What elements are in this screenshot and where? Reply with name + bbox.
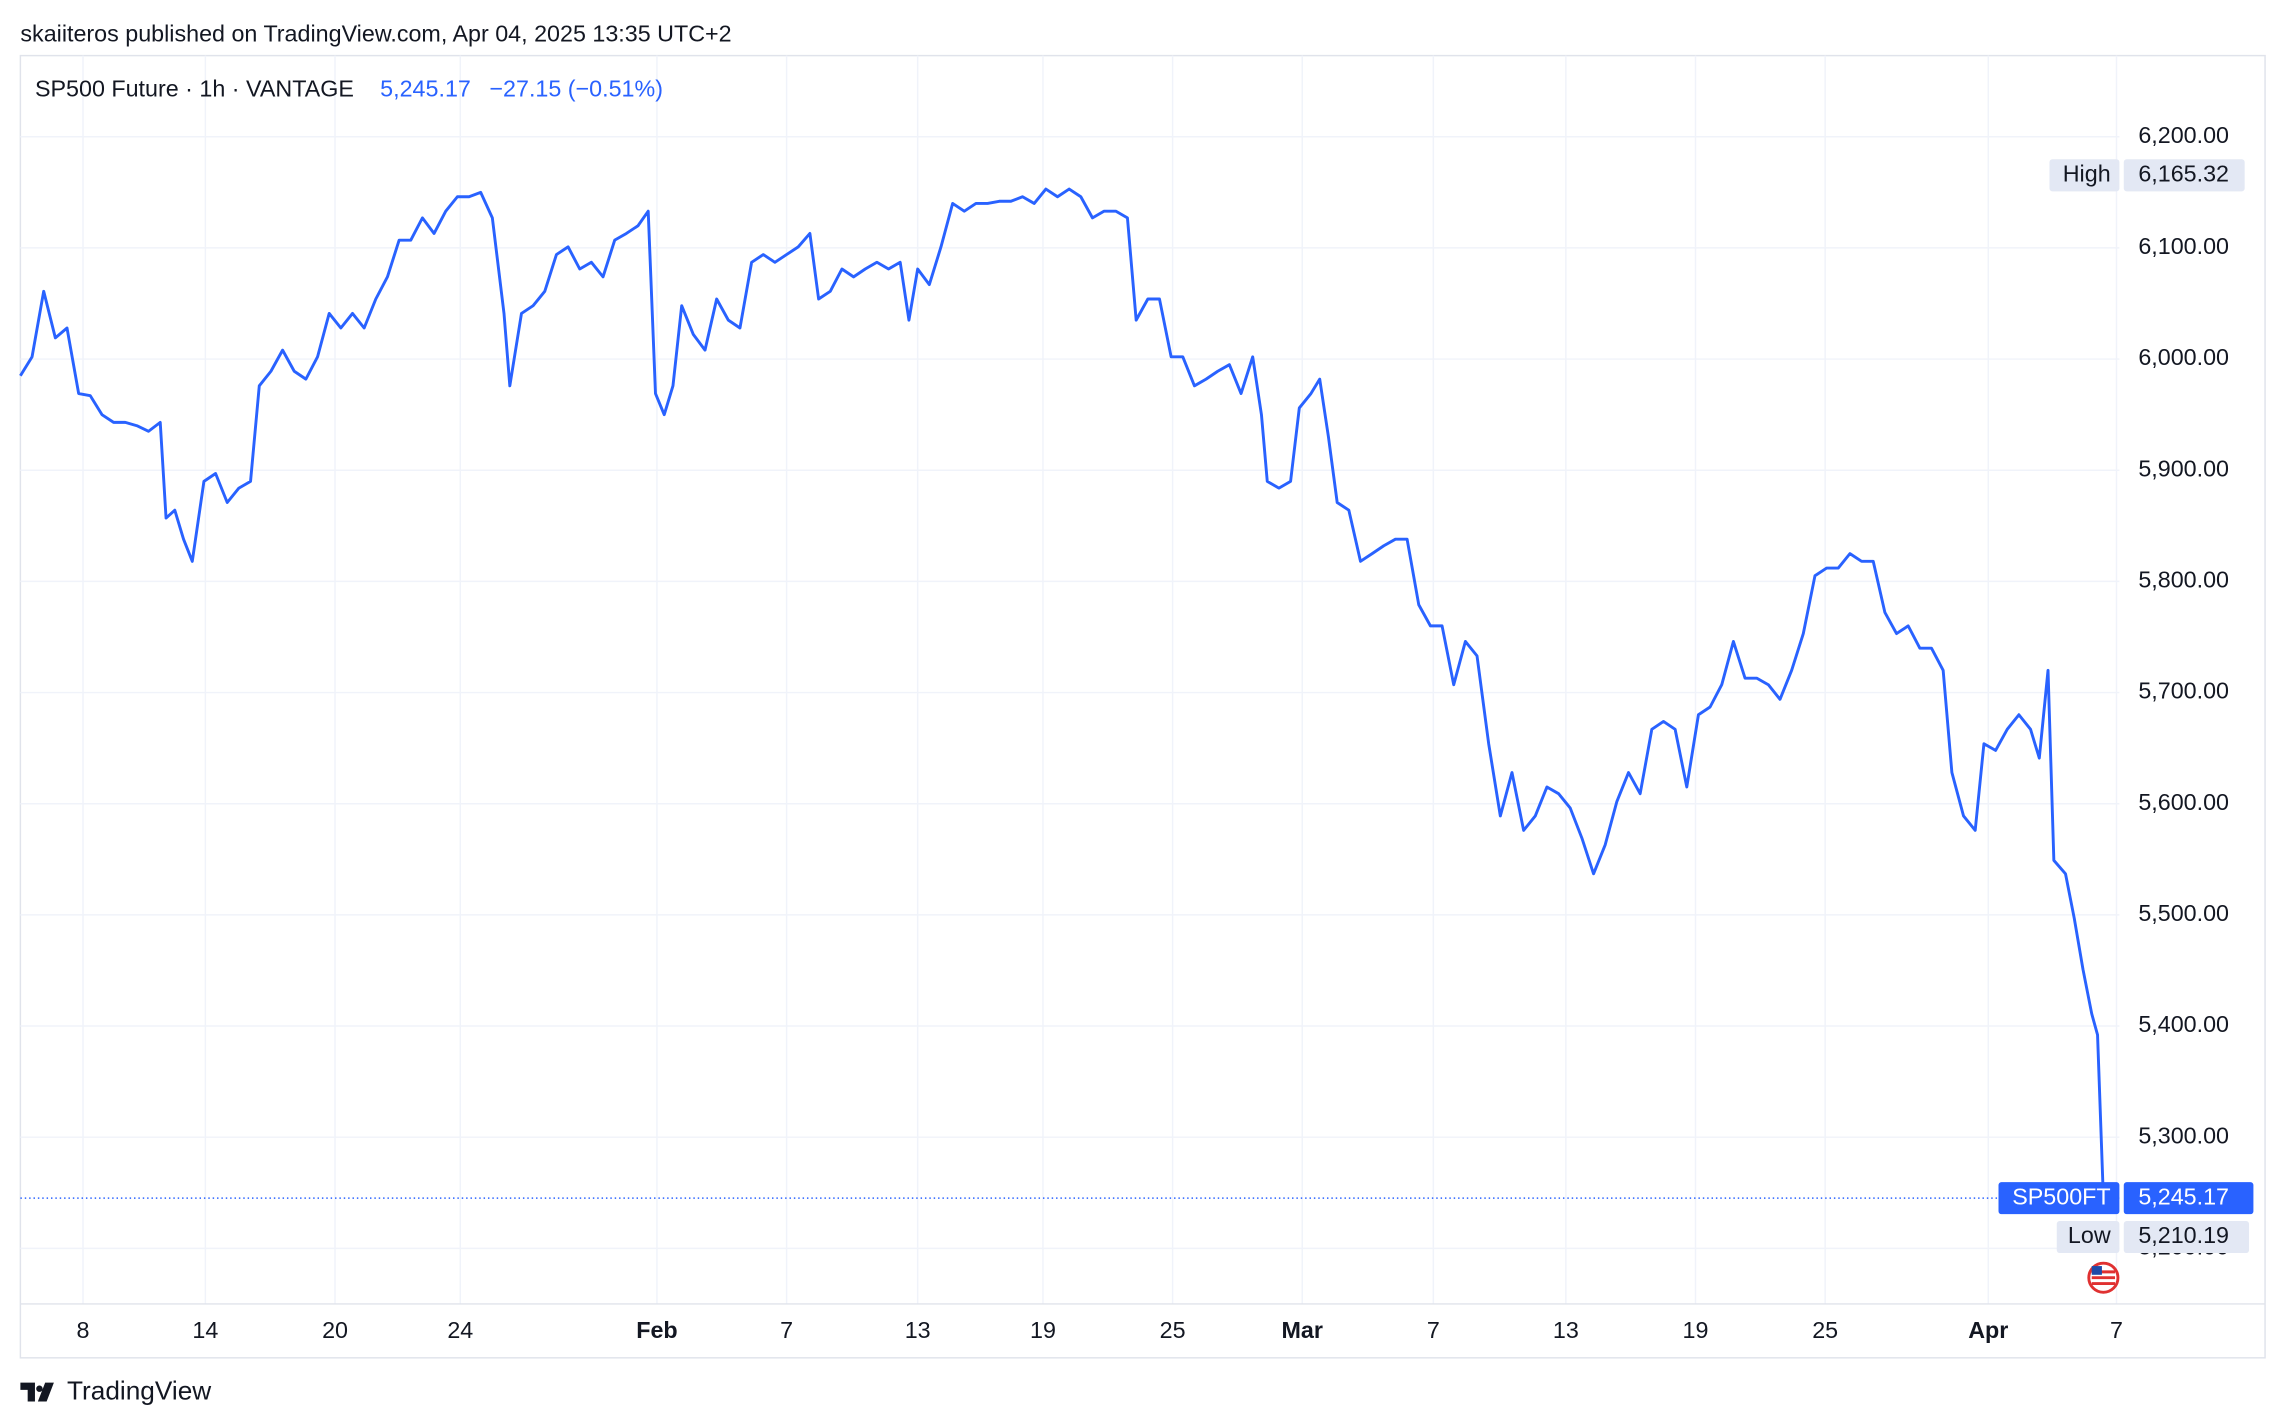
high-value-box [2123, 159, 2245, 192]
x-tick-label: 8 [77, 1317, 90, 1343]
grid [20, 55, 2120, 1304]
x-tick-label: 7 [2110, 1317, 2123, 1343]
low-value-box [2123, 1221, 2250, 1254]
high-name: High [2063, 160, 2111, 186]
last-price-name-box [1998, 1182, 2120, 1215]
y-tick-label: 5,300.00 [2138, 1122, 2229, 1148]
y-tick-label: 6,100.00 [2138, 233, 2229, 259]
low-name: Low [2068, 1222, 2111, 1248]
low-value: 5,210.19 [2138, 1222, 2229, 1248]
x-tick-label: 25 [1812, 1317, 1838, 1343]
frame [19, 54, 2266, 1359]
x-tick-label: Feb [636, 1317, 677, 1343]
y-tick-label: 6,200.00 [2138, 122, 2229, 148]
y-tick-label: 6,000.00 [2138, 344, 2229, 370]
brand-logo [20, 1382, 54, 1402]
y-tick-label: 5,400.00 [2138, 1011, 2229, 1037]
y-tick-label: 5,900.00 [2138, 455, 2229, 481]
low-name-box [2056, 1221, 2120, 1254]
x-tick-label: 25 [1160, 1317, 1186, 1343]
x-tick-label: 24 [447, 1317, 473, 1343]
x-tick-label: 19 [1683, 1317, 1709, 1343]
price-line [19, 187, 2105, 1199]
x-tick-label: 13 [1553, 1317, 1579, 1343]
x-tick-label: 7 [780, 1317, 793, 1343]
brand: TradingView [67, 1376, 211, 1406]
x-tick-label: 20 [322, 1317, 348, 1343]
x-tick-label: Apr [1968, 1317, 2008, 1343]
x-tick-label: 7 [1427, 1317, 1440, 1343]
x-tick-label: Mar [1282, 1317, 1323, 1343]
y-tick-label: 5,800.00 [2138, 567, 2229, 593]
x-tick-label: 19 [1030, 1317, 1056, 1343]
flag-icon [2087, 1261, 2120, 1294]
high-value: 6,165.32 [2138, 160, 2229, 186]
caption: skaiiteros published on TradingView.com,… [20, 20, 731, 46]
x-tick-label: 14 [192, 1317, 218, 1343]
y-tick-label: 5,600.00 [2138, 789, 2229, 815]
legend-title: SP500 Future · 1h · VANTAGE [35, 76, 354, 102]
last-price-name: SP500FT [2012, 1183, 2110, 1209]
y-tick-label: 5,500.00 [2138, 900, 2229, 926]
last-price-value: 5,245.17 [2138, 1183, 2229, 1209]
x-tick-label: 13 [905, 1317, 931, 1343]
marks [19, 187, 2105, 1199]
legend-change: −27.15 (−0.51%) [489, 76, 663, 102]
legend-last: 5,245.17 [380, 76, 471, 102]
last-price-value-box [2123, 1182, 2254, 1215]
high-name-box [2049, 159, 2120, 192]
y-tick-label: 5,700.00 [2138, 678, 2229, 704]
